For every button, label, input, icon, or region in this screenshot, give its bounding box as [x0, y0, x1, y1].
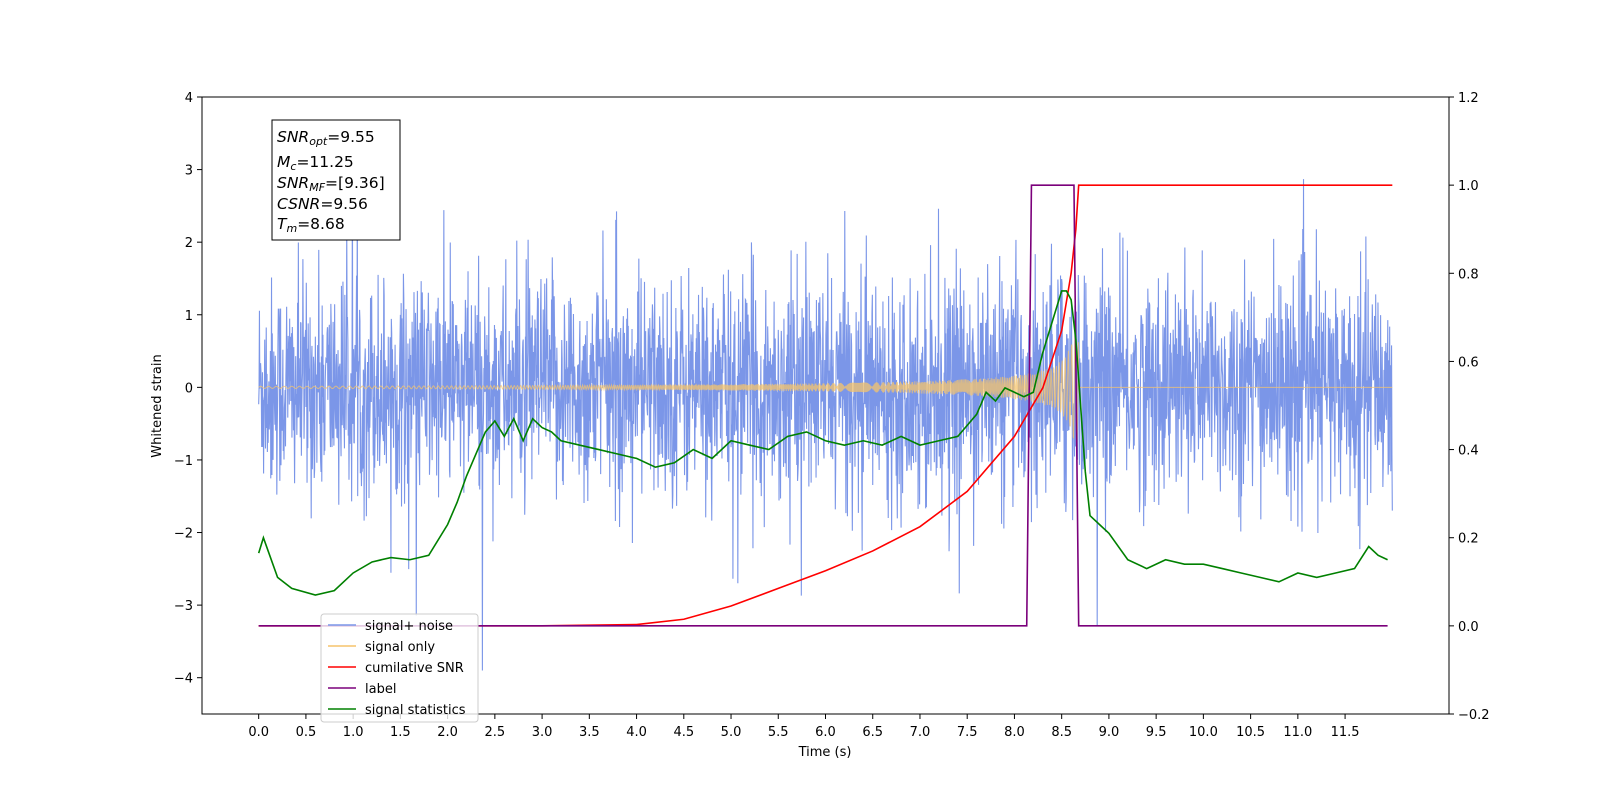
- legend-label-cumilative-snr: cumilative SNR: [365, 661, 464, 676]
- series-signal-noise: [258, 171, 1393, 671]
- y-left-tick-label: 3: [185, 164, 193, 179]
- x-tick-label: 3.0: [532, 725, 553, 740]
- y-left-tick-label: −1: [174, 454, 193, 469]
- annotation-mc-subscript: c: [290, 160, 296, 173]
- y-right-tick-label: 1.0: [1458, 179, 1479, 194]
- x-tick-label: 4.5: [673, 725, 694, 740]
- annotation-snr-mf-value: =[9.36]: [325, 174, 385, 192]
- legend-label-signal-noise: signal+ noise: [365, 619, 453, 634]
- annotation-snr-opt-symbol: SNR: [277, 128, 309, 146]
- x-tick-label: 3.5: [579, 725, 600, 740]
- annotation-mc-value: =11.25: [296, 153, 353, 171]
- y-left-tick-label: 1: [185, 309, 193, 324]
- annotation-csnr-value: =9.56: [320, 195, 368, 213]
- annotation-snr-opt-value: =9.55: [327, 128, 375, 146]
- signal-noise-line: [258, 171, 1393, 671]
- legend-frame: [320, 613, 479, 723]
- x-tick-label: 11.0: [1283, 725, 1312, 740]
- y-right-tick-label: 1.2: [1458, 91, 1479, 106]
- y-axis-left-ticks: 4 3 2 1 0 −1 −2 −3 −4: [174, 91, 202, 687]
- series-signal-only: [258, 327, 1393, 448]
- y-left-tick-label: −4: [174, 672, 193, 687]
- x-tick-label: 11.5: [1331, 725, 1360, 740]
- y-axis-left-label: Whitened strain: [150, 354, 165, 457]
- series-signal-statistics: [257, 290, 1388, 596]
- plot-area: [257, 171, 1393, 671]
- y-right-tick-label: 0.6: [1458, 355, 1479, 370]
- metrics-annotation-box: SNRopt=9.55 Mc=11.25 SNRMF=[9.36] CSNR=9…: [271, 119, 401, 241]
- x-tick-label: 5.0: [721, 725, 742, 740]
- x-tick-label: 10.5: [1236, 725, 1265, 740]
- annotation-snr-mf-symbol: SNR: [277, 174, 309, 192]
- annotation-tm: Tm=8.68: [277, 215, 345, 235]
- x-tick-label: 9.5: [1146, 725, 1167, 740]
- annotation-frame: [271, 119, 401, 241]
- legend-label-signal-statistics: signal statistics: [365, 703, 466, 718]
- annotation-tm-subscript: m: [286, 222, 297, 235]
- x-tick-label: 8.0: [1004, 725, 1025, 740]
- y-left-tick-label: −2: [174, 527, 193, 542]
- y-right-tick-label: 0.8: [1458, 267, 1479, 282]
- series-cumilative-snr: [258, 184, 1393, 627]
- x-tick-label: 4.0: [626, 725, 647, 740]
- x-tick-label: 1.0: [343, 725, 364, 740]
- x-axis-label: Time (s): [798, 745, 852, 760]
- legend-label-signal-only: signal only: [365, 640, 435, 655]
- y-right-tick-label: 0.4: [1458, 444, 1479, 459]
- x-tick-label: 9.0: [1099, 725, 1120, 740]
- x-axis-ticks: 0.0 0.5 1.0 1.5 2.0 2.5 3.0 3.5 4.0 4.5 5.0 5.5 6.0 6…: [248, 714, 1360, 740]
- x-tick-label: 10.0: [1189, 725, 1218, 740]
- label-line: [258, 184, 1388, 627]
- y-right-tick-label: −0.2: [1458, 708, 1490, 723]
- x-tick-label: 6.5: [862, 725, 883, 740]
- x-tick-label: 2.5: [485, 725, 506, 740]
- annotation-snr-opt-subscript: opt: [309, 135, 328, 148]
- annotation-tm-symbol: T: [277, 215, 288, 233]
- x-tick-label: 7.5: [957, 725, 978, 740]
- x-tick-label: 0.0: [248, 725, 269, 740]
- x-tick-label: 1.5: [390, 725, 411, 740]
- annotation-csnr-symbol: CSNR: [277, 195, 320, 213]
- x-tick-label: 7.0: [910, 725, 931, 740]
- y-right-tick-label: 0.0: [1458, 620, 1479, 635]
- annotation-snr-opt: SNRopt=9.55: [277, 128, 375, 148]
- y-right-tick-label: 0.2: [1458, 532, 1479, 547]
- annotation-mc-symbol: M: [277, 153, 290, 171]
- annotation-tm-value: =8.68: [297, 215, 345, 233]
- y-left-tick-label: 4: [185, 91, 193, 106]
- signal-only-line: [258, 327, 1393, 448]
- annotation-snr-mf: SNRMF=[9.36]: [277, 174, 385, 194]
- legend-label-label: label: [365, 682, 396, 697]
- x-tick-label: 5.5: [768, 725, 789, 740]
- annotation-csnr: CSNR=9.56: [277, 195, 368, 213]
- x-tick-label: 6.0: [815, 725, 836, 740]
- x-tick-label: 0.5: [296, 725, 317, 740]
- y-left-tick-label: 0: [185, 381, 193, 396]
- annotation-mc: Mc=11.25: [277, 153, 354, 173]
- x-tick-label: 2.0: [437, 725, 458, 740]
- signal-statistics-line: [257, 290, 1388, 596]
- series-label: [258, 184, 1388, 627]
- cumilative-snr-line: [258, 184, 1393, 627]
- annotation-snr-mf-subscript: MF: [309, 181, 325, 194]
- y-left-tick-label: −3: [174, 599, 193, 614]
- legend: signal+ noise signal only cumilative SNR…: [320, 613, 479, 723]
- y-axis-right-ticks: 1.2 1.0 0.8 0.6 0.4 0.2 0.0 −0.2: [1449, 91, 1490, 723]
- x-tick-label: 8.5: [1051, 725, 1072, 740]
- y-left-tick-label: 2: [185, 236, 193, 251]
